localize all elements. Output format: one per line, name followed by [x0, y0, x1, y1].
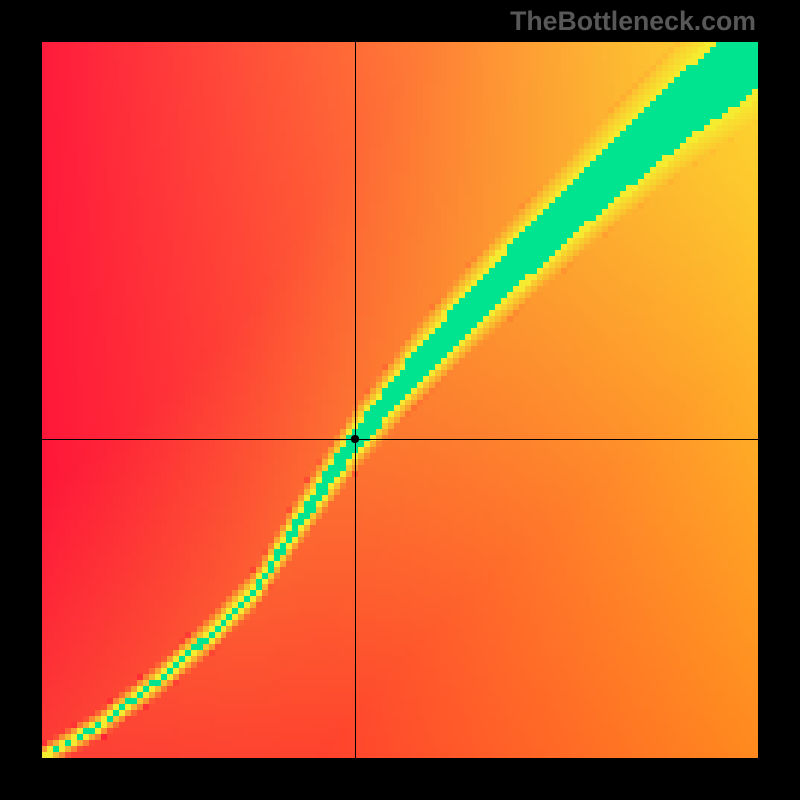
frame-right [758, 0, 800, 800]
frame-bottom [0, 758, 800, 800]
watermark-text: TheBottleneck.com [510, 6, 756, 37]
frame-left [0, 0, 42, 800]
bottleneck-heatmap [42, 42, 758, 758]
